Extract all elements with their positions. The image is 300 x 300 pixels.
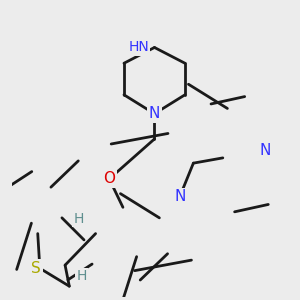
Text: HN: HN <box>128 40 149 55</box>
Text: H: H <box>74 212 84 226</box>
Text: N: N <box>174 189 185 204</box>
Text: O: O <box>103 171 115 186</box>
Text: H: H <box>76 269 87 283</box>
Text: N: N <box>260 143 272 158</box>
Text: N: N <box>149 106 160 121</box>
Text: S: S <box>31 261 41 276</box>
